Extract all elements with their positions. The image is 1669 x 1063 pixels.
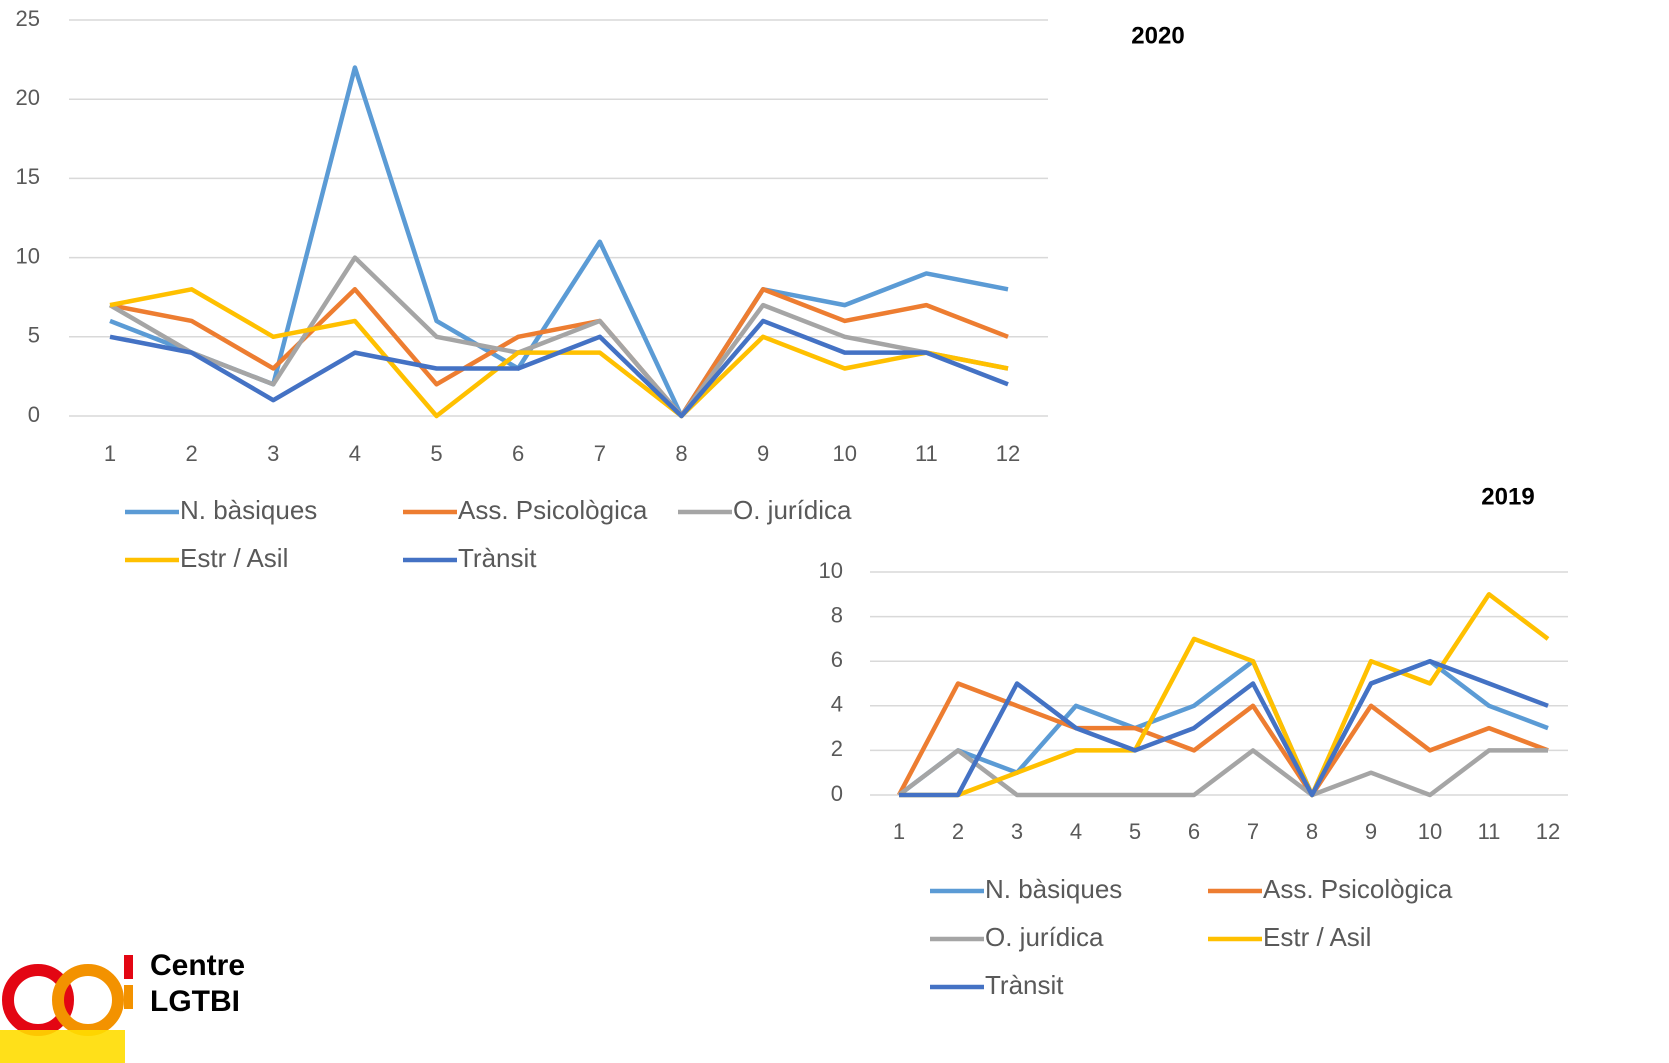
y-tick-label: 25 <box>16 6 40 31</box>
chart-title: 2020 <box>1131 22 1184 49</box>
x-tick-label: 4 <box>1070 819 1082 844</box>
x-tick-label: 6 <box>1188 819 1200 844</box>
x-tick-label: 3 <box>1011 819 1023 844</box>
x-tick-label: 2 <box>952 819 964 844</box>
logo-bar <box>124 985 133 1009</box>
x-tick-label: 8 <box>675 441 687 466</box>
x-tick-label: 5 <box>430 441 442 466</box>
logo-band <box>0 1030 125 1063</box>
y-tick-label: 15 <box>16 164 40 189</box>
x-tick-label: 11 <box>1478 819 1501 844</box>
legend-label: Ass. Psicològica <box>458 495 648 525</box>
logo-bar <box>124 955 133 979</box>
x-tick-label: 12 <box>1536 819 1560 844</box>
x-tick-label: 1 <box>893 819 905 844</box>
logo: Centre LGTBI <box>0 949 245 1063</box>
legend-label: Trànsit <box>985 970 1064 1000</box>
x-tick-label: 1 <box>104 441 116 466</box>
series-line <box>899 658 1549 798</box>
y-tick-label: 10 <box>16 243 40 268</box>
x-tick-label: 5 <box>1129 819 1141 844</box>
y-tick-label: 8 <box>831 602 843 627</box>
chart-title: 2019 <box>1481 483 1534 510</box>
x-tick-label: 12 <box>996 441 1020 466</box>
legend-label: O. jurídica <box>733 495 852 525</box>
legend-label: Estr / Asil <box>1263 922 1371 952</box>
x-tick-label: 9 <box>757 441 769 466</box>
y-tick-label: 4 <box>831 692 843 717</box>
series-line <box>897 748 1548 798</box>
x-tick-label: 11 <box>915 441 938 466</box>
y-tick-label: 6 <box>831 647 843 672</box>
x-tick-label: 7 <box>1247 819 1259 844</box>
legend-label: O. jurídica <box>985 922 1104 952</box>
y-tick-label: 20 <box>16 85 40 110</box>
series-line <box>109 318 1009 419</box>
y-tick-label: 5 <box>28 323 40 348</box>
x-tick-label: 4 <box>349 441 361 466</box>
x-tick-label: 2 <box>186 441 198 466</box>
legend-label: Estr / Asil <box>180 543 288 573</box>
x-tick-label: 3 <box>267 441 279 466</box>
series-line <box>108 255 1009 419</box>
y-tick-label: 2 <box>831 736 843 761</box>
series-line <box>109 287 1009 419</box>
x-tick-label: 8 <box>1306 819 1318 844</box>
legend-label: N. bàsiques <box>985 874 1122 904</box>
y-tick-label: 0 <box>831 781 843 806</box>
legend-label: N. bàsiques <box>180 495 317 525</box>
logo-text: Centre <box>150 949 245 982</box>
x-tick-label: 9 <box>1365 819 1377 844</box>
series-line <box>899 592 1550 798</box>
logo-text: LGTBI <box>150 985 240 1018</box>
x-tick-label: 7 <box>594 441 606 466</box>
y-tick-label: 10 <box>819 558 843 583</box>
x-tick-label: 6 <box>512 441 524 466</box>
x-tick-label: 10 <box>832 441 856 466</box>
x-tick-label: 10 <box>1418 819 1442 844</box>
legend-label: Ass. Psicològica <box>1263 874 1453 904</box>
y-tick-label: 0 <box>28 402 40 427</box>
legend-label: Trànsit <box>458 543 537 573</box>
